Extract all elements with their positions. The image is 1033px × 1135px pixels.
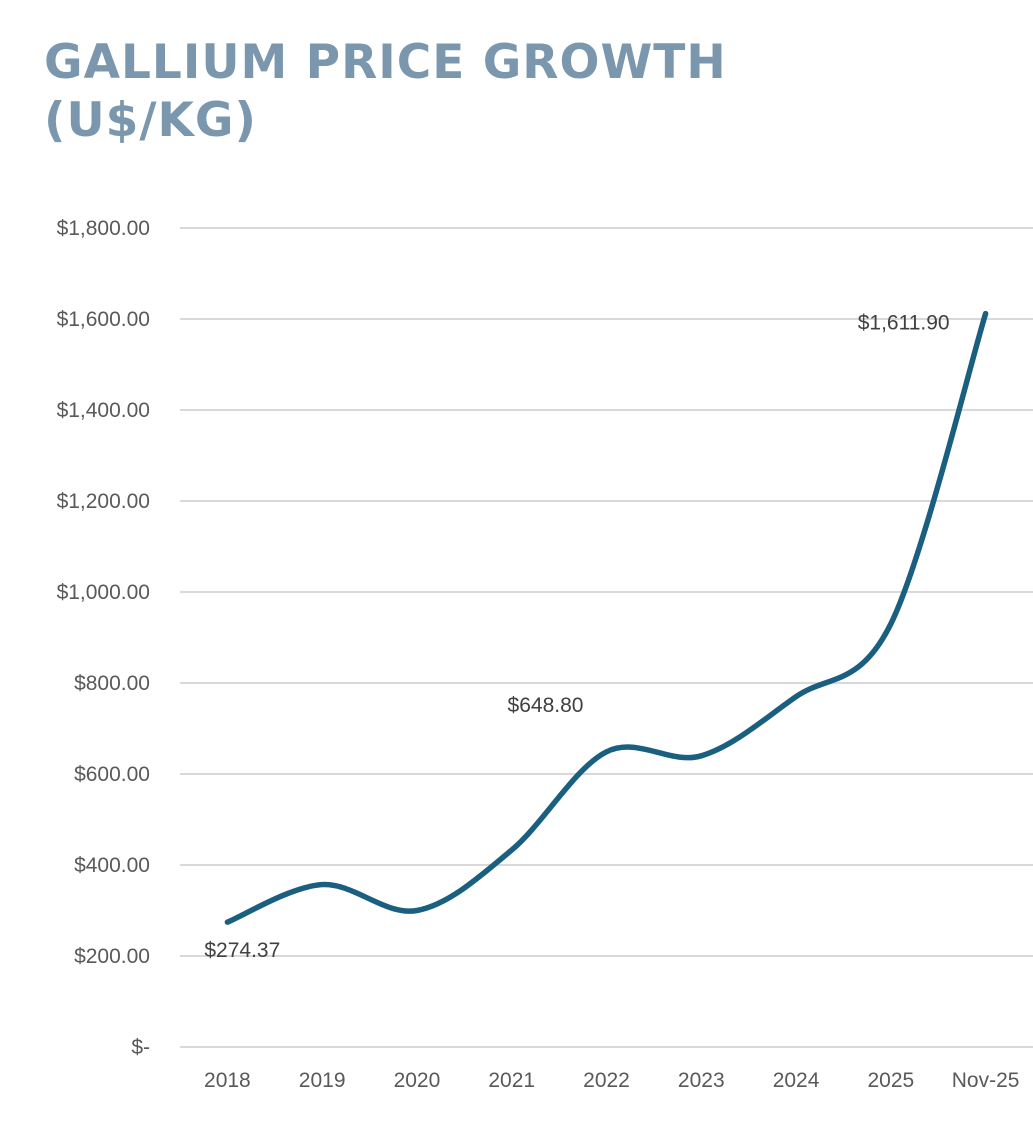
gridlines xyxy=(180,227,1033,1048)
x-tick-label: 2018 xyxy=(204,1069,251,1092)
x-tick-label: 2019 xyxy=(299,1069,346,1092)
y-tick-label: $1,600.00 xyxy=(57,308,150,331)
x-tick-label: Nov-25 xyxy=(952,1069,1020,1092)
x-axis-tick-labels: 2018 2019 2020 2021 2022 2023 2024 2025 Nov-25 xyxy=(204,1069,1019,1092)
y-tick-label: $- xyxy=(131,1036,150,1059)
y-tick-label: $200.00 xyxy=(74,945,150,968)
x-tick-label: 2021 xyxy=(488,1069,535,1092)
y-tick-label: $1,400.00 xyxy=(57,399,150,422)
y-tick-label: $1,000.00 xyxy=(57,581,150,604)
y-tick-label: $800.00 xyxy=(74,672,150,695)
y-tick-label: $1,800.00 xyxy=(57,217,150,240)
y-tick-label: $400.00 xyxy=(74,854,150,877)
x-tick-label: 2024 xyxy=(773,1069,820,1092)
data-labels: $274.37 $648.80 $1,611.90 xyxy=(204,312,949,963)
y-tick-label: $1,200.00 xyxy=(57,490,150,513)
x-tick-label: 2023 xyxy=(678,1069,725,1092)
chart-title-line-1: GALLIUM PRICE GROWTH xyxy=(44,35,727,90)
data-label: $648.80 xyxy=(508,694,584,717)
data-label: $1,611.90 xyxy=(858,312,950,335)
x-tick-label: 2022 xyxy=(583,1069,630,1092)
x-tick-label: 2025 xyxy=(867,1069,914,1092)
data-label: $274.37 xyxy=(204,939,280,962)
y-tick-label: $600.00 xyxy=(74,763,150,786)
series-line xyxy=(224,310,989,925)
chart-title-line-2: (U$/KG) xyxy=(44,93,257,148)
series-layer xyxy=(224,310,989,925)
y-axis-tick-labels: $- $200.00 $400.00 $600.00 $800.00 $1,000.00 $… xyxy=(57,217,150,1059)
chart-title: GALLIUM PRICE GROWTH (U$/KG) xyxy=(44,34,744,150)
x-tick-label: 2020 xyxy=(394,1069,441,1092)
